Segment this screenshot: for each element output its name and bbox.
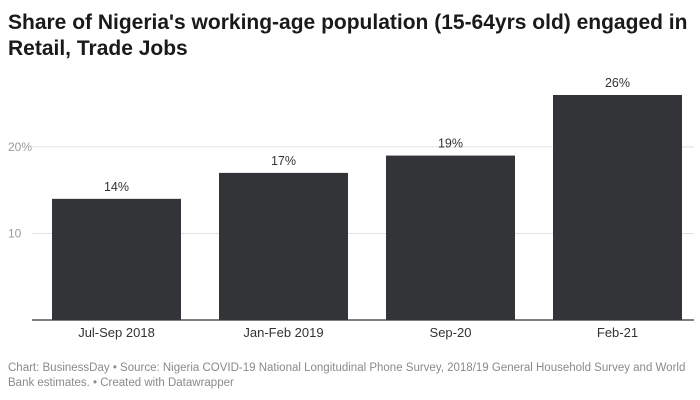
y-tick-label: 20%: [8, 140, 32, 154]
bar: [219, 172, 348, 320]
x-tick-label: Sep-20: [430, 325, 472, 340]
bar: [553, 95, 682, 320]
x-tick-label: Feb-21: [597, 325, 638, 340]
chart-title: Share of Nigeria's working-age populatio…: [8, 11, 688, 60]
bar-chart: 10 20% 14% Jul-Sep 2018 17% Jan-Feb 2019 19% Se…: [8, 76, 694, 340]
data-label: 17%: [271, 154, 296, 168]
y-tick-label: 10: [8, 226, 22, 240]
x-tick-label: Jan-Feb 2019: [243, 325, 323, 340]
labels: 10 20% 14% Jul-Sep 2018 17% Jan-Feb 2019 19% Se…: [8, 76, 638, 340]
chart-source-note: Chart: BusinessDay • Source: Nigeria COV…: [8, 362, 686, 389]
bar: [386, 155, 515, 320]
data-label: 14%: [104, 180, 129, 194]
data-label: 19%: [438, 137, 463, 151]
bar: [52, 198, 181, 320]
data-label: 26%: [605, 76, 630, 90]
bars: [52, 95, 682, 320]
x-tick-label: Jul-Sep 2018: [78, 325, 155, 340]
